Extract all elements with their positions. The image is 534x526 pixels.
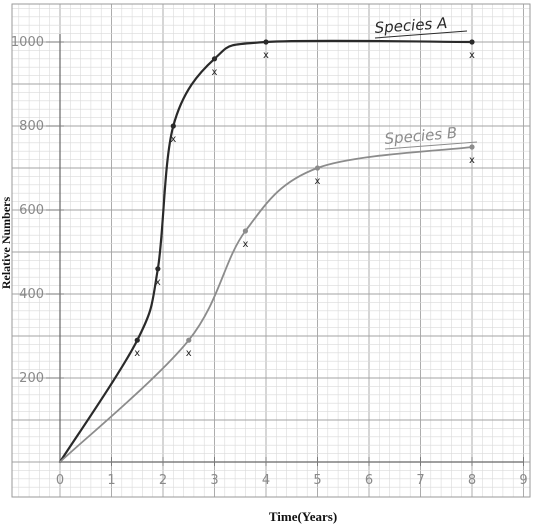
species-b-point bbox=[469, 144, 475, 150]
y-tick-label: 200 bbox=[19, 371, 44, 386]
species-a-point-marker: x bbox=[155, 277, 161, 288]
species-a-point-marker: x bbox=[263, 50, 269, 61]
species-a-point bbox=[263, 39, 269, 45]
species-a-point-marker: x bbox=[170, 134, 176, 145]
species-a-point bbox=[469, 39, 475, 45]
species-b-point bbox=[242, 228, 248, 234]
species-b-point bbox=[314, 165, 321, 171]
species-a-label: Species A bbox=[374, 14, 448, 37]
y-tick-label: 600 bbox=[19, 203, 44, 218]
species-a-point-marker: x bbox=[212, 67, 218, 78]
x-tick-label: 5 bbox=[313, 473, 321, 488]
x-tick-label: 2 bbox=[159, 473, 167, 488]
x-tick-label: 6 bbox=[365, 473, 373, 488]
y-axis-label: Relative Numbers bbox=[0, 197, 13, 290]
x-tick-label: 9 bbox=[519, 473, 527, 488]
data-points: x x x x x x x x x x bbox=[134, 39, 475, 359]
species-a-point-marker: x bbox=[469, 50, 475, 61]
paper-border bbox=[11, 3, 531, 498]
species-a-label-underline bbox=[374, 30, 468, 39]
x-tick-label: 3 bbox=[210, 473, 218, 488]
species-a-point bbox=[134, 337, 140, 343]
y-tick-label: 400 bbox=[19, 287, 44, 302]
species-b-point-marker: x bbox=[242, 239, 248, 250]
species-b-point-marker: x bbox=[469, 155, 475, 166]
species-b-point-marker: x bbox=[186, 348, 192, 359]
species-a-point bbox=[211, 56, 218, 62]
y-tick-label: 1000 bbox=[11, 35, 44, 50]
x-ticks: 0 1 2 3 4 5 6 7 8 9 bbox=[56, 457, 528, 488]
species-b-label-underline bbox=[384, 141, 478, 150]
x-tick-label: 0 bbox=[56, 473, 64, 488]
species-b-point-marker: x bbox=[315, 176, 321, 187]
axes bbox=[59, 34, 524, 463]
x-tick-label: 4 bbox=[262, 473, 270, 488]
species-b-point bbox=[186, 337, 192, 343]
species-a-point bbox=[170, 123, 176, 129]
species-a-point-marker: x bbox=[134, 348, 140, 359]
x-tick-label: 8 bbox=[468, 473, 476, 488]
x-tick-label: 7 bbox=[416, 473, 424, 488]
y-ticks: 200 400 600 800 1000 bbox=[11, 35, 64, 386]
y-tick-label: 800 bbox=[19, 119, 44, 134]
species-a-point bbox=[155, 266, 161, 272]
x-axis-label: Time(Years) bbox=[269, 509, 337, 524]
x-tick-label: 1 bbox=[107, 473, 115, 488]
